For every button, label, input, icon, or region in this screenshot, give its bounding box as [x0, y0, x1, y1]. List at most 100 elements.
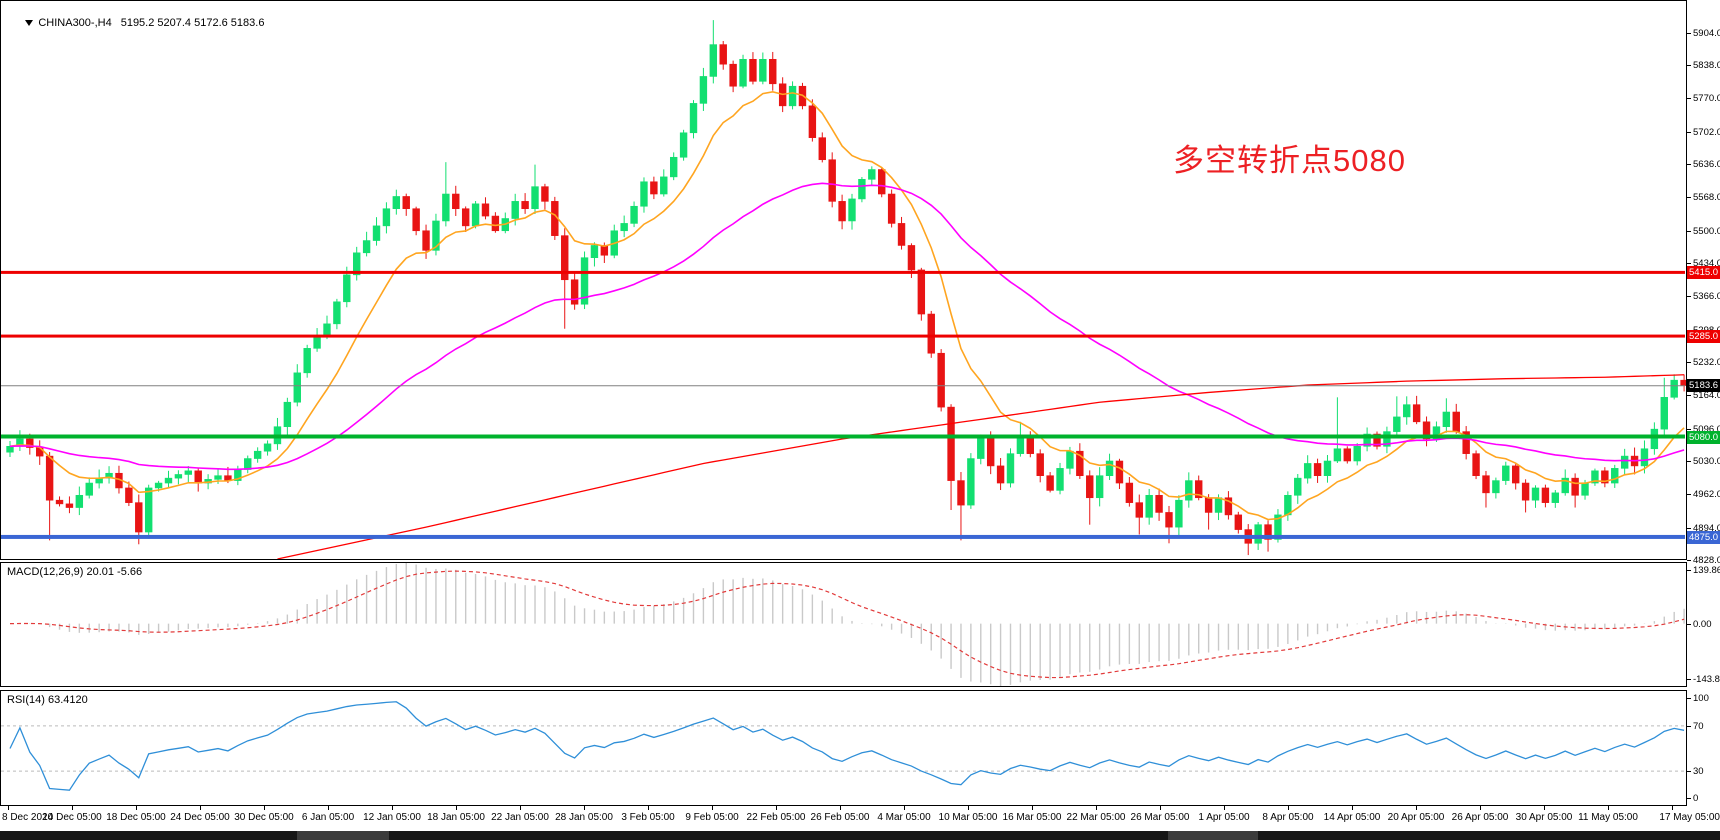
time-tick: [1224, 806, 1225, 810]
axis-tick-label: 4828.0: [1687, 555, 1720, 566]
time-label: 20 Apr 05:00: [1387, 812, 1445, 823]
macd-chart-canvas[interactable]: [1, 563, 1686, 686]
axis-tick-label: 5770.0: [1687, 93, 1720, 104]
time-tick: [1032, 806, 1033, 810]
time-label: 18 Jan 05:00: [427, 812, 485, 823]
hline-price-label: 5285.0: [1687, 330, 1720, 344]
time-tick: [840, 806, 841, 810]
time-tick: [1352, 806, 1353, 810]
time-tick: [1160, 806, 1161, 810]
time-tick: [136, 806, 137, 810]
time-tick: [904, 806, 905, 810]
chevron-down-icon[interactable]: [25, 20, 34, 27]
axis-tick-label: 70: [1687, 721, 1704, 732]
axis-tick-label: 139.86: [1687, 565, 1720, 576]
price-axis: 5904.0 5838.0 5770.0 5702.0 5636.0 5568.0 5500…: [1687, 0, 1720, 566]
time-tick: [1608, 806, 1609, 810]
bottom-edge-bar: [0, 831, 1720, 840]
time-tick: [1480, 806, 1481, 810]
time-label: 26 Mar 05:00: [1130, 812, 1190, 823]
time-label: 28 Jan 05:00: [555, 812, 613, 823]
time-label: 30 Apr 05:00: [1515, 812, 1573, 823]
candlestick-chart-canvas[interactable]: [1, 1, 1686, 559]
time-tick: [776, 806, 777, 810]
axis-tick-label: 5838.0: [1687, 60, 1720, 71]
axis-tick-label: 5232.0: [1687, 357, 1720, 368]
time-tick: [968, 806, 969, 810]
time-tick: [648, 806, 649, 810]
time-label: 22 Feb 05:00: [746, 812, 806, 823]
time-tick: [584, 806, 585, 810]
time-tick: [72, 806, 73, 810]
time-tick: [200, 806, 201, 810]
axis-tick-label: 0.00: [1687, 619, 1712, 630]
time-tick: [8, 806, 9, 810]
time-label: 26 Apr 05:00: [1451, 812, 1509, 823]
time-label: 3 Feb 05:00: [621, 812, 675, 823]
time-tick: [1672, 806, 1673, 810]
bottom-edge-segment: [297, 831, 389, 840]
axis-tick-label: 4894.0: [1687, 523, 1720, 534]
rsi-axis: 100 70 30 0: [1687, 690, 1720, 806]
axis-tick-label: 5904.0: [1687, 28, 1720, 39]
time-label: 4 Mar 05:00: [877, 812, 931, 823]
time-label: 14 Apr 05:00: [1323, 812, 1381, 823]
time-label: 30 Dec 05:00: [234, 812, 294, 823]
time-label: 16 Mar 05:00: [1002, 812, 1062, 823]
axis-tick-label: 100: [1687, 693, 1709, 704]
time-tick: [1288, 806, 1289, 810]
macd-axis: 139.86 0.00 -143.82: [1687, 562, 1720, 687]
time-label: 9 Feb 05:00: [685, 812, 739, 823]
axis-tick-label: 4962.0: [1687, 489, 1720, 500]
time-label: 6 Jan 05:00: [301, 812, 355, 823]
axis-tick-label: -143.82: [1687, 674, 1720, 685]
axis-tick-label: 5500.0: [1687, 226, 1720, 237]
rsi-label: RSI(14) 63.4120: [7, 694, 88, 706]
time-tick: [520, 806, 521, 810]
time-label: 22 Jan 05:00: [491, 812, 549, 823]
time-label: 14 Dec 05:00: [42, 812, 102, 823]
rsi-pane[interactable]: RSI(14) 63.4120: [0, 690, 1687, 806]
axis-tick-label: 5366.0: [1687, 291, 1720, 302]
time-label: 12 Jan 05:00: [363, 812, 421, 823]
axis-tick-label: 5030.0: [1687, 456, 1720, 467]
macd-label: MACD(12,26,9) 20.01 -5.66: [7, 566, 143, 578]
axis-tick-label: 5702.0: [1687, 127, 1720, 138]
time-label: 8 Dec 2020: [2, 812, 54, 823]
rsi-chart-canvas[interactable]: [1, 691, 1686, 805]
time-tick: [456, 806, 457, 810]
axis-tick-label: 5568.0: [1687, 192, 1720, 203]
current-price-label: 5183.6: [1687, 378, 1720, 392]
ohlc-values: 5195.2 5207.4 5172.6 5183.6: [120, 17, 265, 29]
axis-tick-label: 5164.0: [1687, 390, 1720, 401]
time-label: 26 Feb 05:00: [810, 812, 870, 823]
axis-tick-label: 5096.0: [1687, 424, 1720, 435]
symbol-title: CHINA300-,H4 5195.2 5207.4 5172.6 5183.6: [7, 5, 264, 41]
time-label: 11 May 05:00: [1578, 812, 1638, 823]
axis-tick-label: 30: [1687, 766, 1704, 777]
axis-tick-label: 5434.0: [1687, 258, 1720, 269]
hline-price-label: 5415.0: [1687, 266, 1720, 280]
time-tick: [328, 806, 329, 810]
symbol-timeframe-label: CHINA300-,H4: [38, 17, 112, 29]
time-label: 8 Apr 05:00: [1262, 812, 1314, 823]
hline-price-label: 5080.0: [1687, 430, 1720, 444]
macd-pane[interactable]: MACD(12,26,9) 20.01 -5.66: [0, 562, 1687, 687]
chart-text-annotation[interactable]: 多空转折点5080: [1173, 143, 1406, 178]
time-tick: [392, 806, 393, 810]
time-label: 22 Mar 05:00: [1066, 812, 1126, 823]
time-tick: [264, 806, 265, 810]
time-label: 18 Dec 05:00: [106, 812, 166, 823]
time-label: 1 Apr 05:00: [1198, 812, 1250, 823]
main-chart-pane[interactable]: CHINA300-,H4 5195.2 5207.4 5172.6 5183.6 …: [0, 0, 1687, 560]
time-tick: [712, 806, 713, 810]
axis-tick-label: 0: [1687, 793, 1698, 804]
bottom-edge-segment: [1168, 831, 1258, 840]
time-tick: [1416, 806, 1417, 810]
time-axis: 8 Dec 2020 14 Dec 05:00 18 Dec 05:00 24 Dec…: [0, 806, 1720, 830]
time-tick: [1096, 806, 1097, 810]
hline-price-label: 4875.0: [1687, 530, 1720, 544]
time-tick: [1544, 806, 1545, 810]
time-label: 24 Dec 05:00: [170, 812, 230, 823]
